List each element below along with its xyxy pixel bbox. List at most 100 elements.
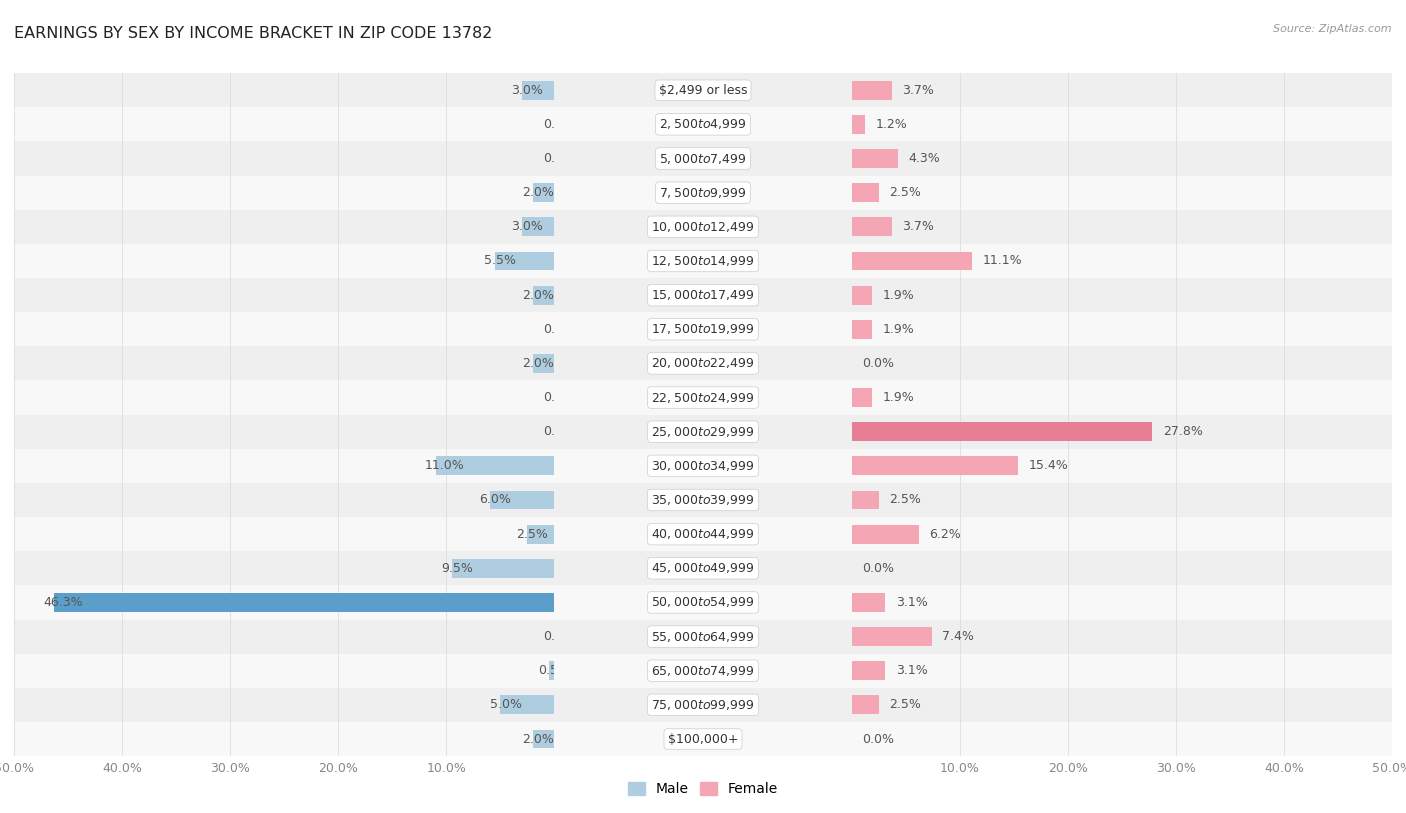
Text: $65,000 to $74,999: $65,000 to $74,999 [651,663,755,678]
Bar [554,688,852,722]
Bar [489,490,554,510]
Bar [14,141,554,176]
Bar [852,661,886,680]
Text: 0.0%: 0.0% [862,357,894,370]
Text: 1.9%: 1.9% [883,323,915,336]
Bar [14,483,554,517]
Text: Source: ZipAtlas.com: Source: ZipAtlas.com [1274,24,1392,34]
Bar [852,312,1392,346]
Text: 0.0%: 0.0% [862,733,894,746]
Text: 2.0%: 2.0% [522,186,554,199]
Text: 3.7%: 3.7% [903,84,934,97]
Bar [14,585,554,620]
Bar [554,654,852,688]
Text: 2.5%: 2.5% [890,698,921,711]
Text: 0.0%: 0.0% [544,391,575,404]
Text: 1.9%: 1.9% [883,289,915,302]
Text: 0.0%: 0.0% [544,118,575,131]
Bar [852,176,1392,210]
Bar [554,449,852,483]
Text: 11.0%: 11.0% [425,459,464,472]
Bar [14,278,554,312]
Text: 0.0%: 0.0% [862,562,894,575]
Bar [522,80,554,100]
Text: 3.7%: 3.7% [903,220,934,233]
Text: 0.0%: 0.0% [544,630,575,643]
Bar [554,73,852,107]
Bar [852,244,1392,278]
Bar [852,722,1392,756]
Text: $40,000 to $44,999: $40,000 to $44,999 [651,527,755,541]
Bar [527,524,554,544]
Bar [852,449,1392,483]
Bar [14,346,554,380]
Bar [852,551,1392,585]
Bar [852,517,1392,551]
Bar [852,490,879,510]
Text: $20,000 to $22,499: $20,000 to $22,499 [651,356,755,371]
Bar [852,388,872,407]
Bar [554,380,852,415]
Text: 3.1%: 3.1% [896,596,928,609]
Bar [554,176,852,210]
Bar [53,593,554,612]
Text: $17,500 to $19,999: $17,500 to $19,999 [651,322,755,337]
Bar [554,278,852,312]
Bar [14,688,554,722]
Text: 6.2%: 6.2% [929,528,962,541]
Text: $22,500 to $24,999: $22,500 to $24,999 [651,390,755,405]
Text: $45,000 to $49,999: $45,000 to $49,999 [651,561,755,576]
Text: $7,500 to $9,999: $7,500 to $9,999 [659,185,747,200]
Text: $10,000 to $12,499: $10,000 to $12,499 [651,220,755,234]
Text: $50,000 to $54,999: $50,000 to $54,999 [651,595,755,610]
Bar [852,593,886,612]
Bar [852,115,865,134]
Bar [852,620,1392,654]
Text: 2.5%: 2.5% [516,528,548,541]
Bar [533,354,554,373]
Text: $25,000 to $29,999: $25,000 to $29,999 [651,424,755,439]
Text: 0.0%: 0.0% [544,152,575,165]
Bar [554,107,852,141]
Text: 15.4%: 15.4% [1029,459,1069,472]
Bar [554,415,852,449]
Text: 27.8%: 27.8% [1163,425,1202,438]
Bar [533,729,554,749]
Text: 2.5%: 2.5% [890,493,921,506]
Bar [852,688,1392,722]
Bar [14,654,554,688]
Bar [852,695,879,715]
Bar [852,217,891,237]
Bar [554,210,852,244]
Text: $55,000 to $64,999: $55,000 to $64,999 [651,629,755,644]
Bar [852,210,1392,244]
Bar [522,217,554,237]
Text: 5.5%: 5.5% [484,254,516,267]
Bar [554,346,852,380]
Bar [852,415,1392,449]
Bar [554,312,852,346]
Text: 3.0%: 3.0% [512,84,543,97]
Text: 2.0%: 2.0% [522,357,554,370]
Bar [852,483,1392,517]
Bar [554,517,852,551]
Bar [451,559,554,578]
Text: $30,000 to $34,999: $30,000 to $34,999 [651,459,755,473]
Bar [852,278,1392,312]
Text: 6.0%: 6.0% [479,493,510,506]
Bar [852,149,898,168]
Bar [14,107,554,141]
Bar [533,183,554,202]
Bar [852,251,972,271]
Bar [14,449,554,483]
Text: $12,500 to $14,999: $12,500 to $14,999 [651,254,755,268]
Bar [852,73,1392,107]
Bar [436,456,554,476]
Text: $2,499 or less: $2,499 or less [659,84,747,97]
Text: $75,000 to $99,999: $75,000 to $99,999 [651,698,755,712]
Text: 46.3%: 46.3% [44,596,83,609]
Text: 5.0%: 5.0% [489,698,522,711]
Bar [852,285,872,305]
Text: EARNINGS BY SEX BY INCOME BRACKET IN ZIP CODE 13782: EARNINGS BY SEX BY INCOME BRACKET IN ZIP… [14,26,492,41]
Bar [852,654,1392,688]
